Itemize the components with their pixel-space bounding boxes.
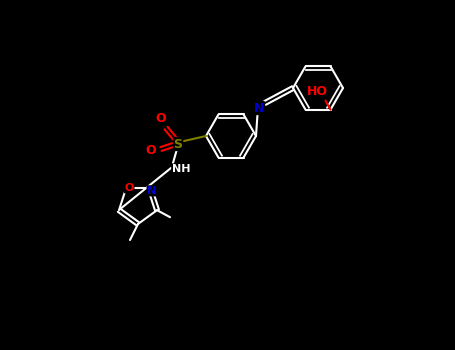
Text: HO: HO: [307, 85, 328, 98]
Text: O: O: [125, 183, 134, 193]
Text: O: O: [146, 145, 157, 158]
Text: S: S: [173, 138, 182, 150]
Text: O: O: [156, 112, 167, 126]
Text: N: N: [147, 186, 157, 196]
Text: N: N: [254, 102, 264, 114]
Text: NH: NH: [172, 164, 190, 174]
